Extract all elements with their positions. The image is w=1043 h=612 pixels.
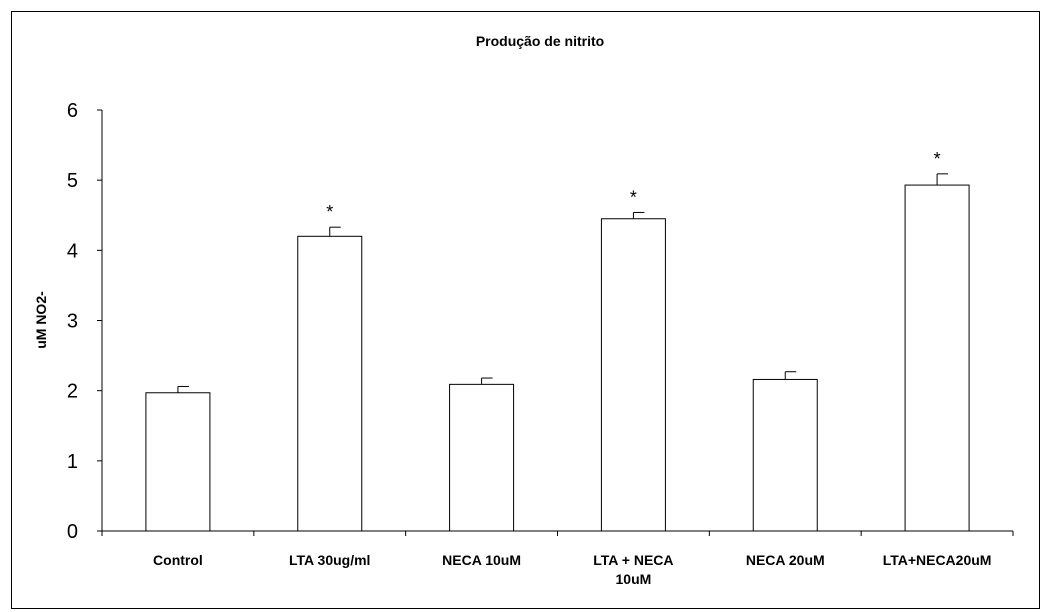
y-tick-label: 2 <box>67 381 78 403</box>
chart-title: Produção de nitrito <box>476 33 604 49</box>
x-tick-label: LTA + NECA <box>593 552 673 568</box>
bar <box>904 184 970 532</box>
significance-marker: * <box>630 187 637 207</box>
bar <box>752 378 818 532</box>
axes: 0 1 2 3 4 5 6 <box>67 100 1014 543</box>
y-tick-label: 5 <box>67 170 78 192</box>
bar <box>449 383 515 532</box>
y-tick-label: 0 <box>67 521 78 543</box>
x-tick-label: 10uM <box>616 571 652 587</box>
x-tick-label: NECA 20uM <box>746 552 825 568</box>
x-tick-label: NECA 10uM <box>442 552 521 568</box>
x-tick-label: LTA+NECA20uM <box>883 552 992 568</box>
y-tick-label: 4 <box>67 240 78 262</box>
significance-marker: * <box>934 149 941 169</box>
y-tick-label: 6 <box>67 100 78 122</box>
y-axis-label: uM NO2- <box>33 291 49 349</box>
x-tick-label: LTA 30ug/ml <box>289 552 370 568</box>
bar <box>600 218 666 532</box>
bar <box>297 235 363 532</box>
x-tick-label: Control <box>153 552 203 568</box>
bars: * * * <box>145 149 970 532</box>
x-tick-labels: Control LTA 30ug/ml NECA 10uM LTA + NECA 10u… <box>153 552 991 587</box>
y-tick-label: 1 <box>67 451 78 473</box>
bar <box>145 392 211 532</box>
significance-marker: * <box>326 202 333 222</box>
y-tick-label: 3 <box>67 311 78 333</box>
